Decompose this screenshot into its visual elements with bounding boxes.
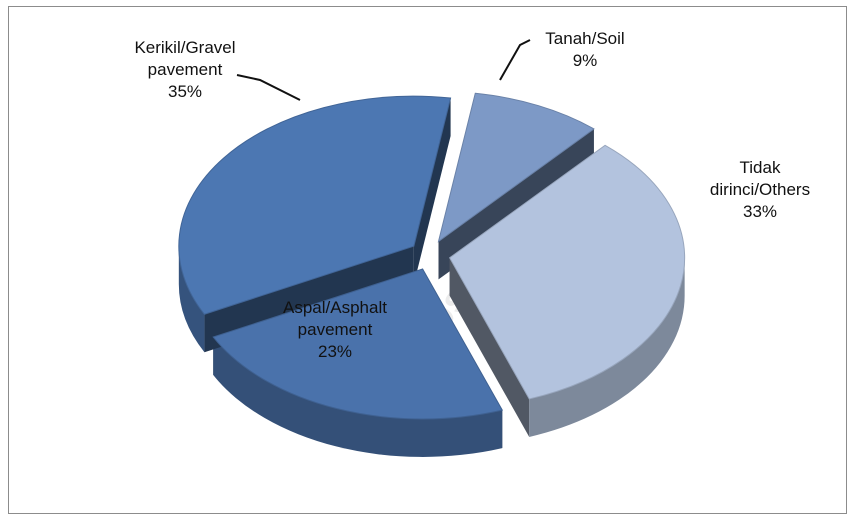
- pie-slice: [448, 144, 686, 400]
- pie-slice: [178, 95, 452, 315]
- chart-frame: [8, 6, 847, 514]
- value-label: 35%: [167, 82, 203, 101]
- pie-slice: [437, 92, 595, 243]
- slice-label: Tanah/Soil 9%: [500, 28, 670, 72]
- slice-wall: [413, 98, 451, 285]
- slice-wall: [449, 257, 530, 437]
- slice-label: Tidak dirinci/Others 33%: [700, 157, 820, 223]
- slice-edge: [213, 337, 503, 457]
- value-label: 9%: [572, 51, 598, 70]
- pie-slice: [212, 268, 504, 420]
- slice-label: Kerikil/Gravel pavement 35%: [100, 37, 270, 103]
- category-name: Tidak dirinci/Others: [709, 158, 811, 199]
- slice-label: Aspal/Asphalt pavement 23%: [260, 297, 410, 363]
- slice-edge: [529, 257, 685, 437]
- leader-line: [499, 39, 531, 81]
- category-name: Aspal/Asphalt pavement: [283, 298, 387, 339]
- value-label: 33%: [742, 202, 778, 221]
- category-name: Tanah/Soil: [545, 29, 625, 48]
- value-label: 23%: [317, 342, 353, 361]
- leader-line: [236, 74, 301, 101]
- slice-edge: [178, 246, 205, 353]
- category-name: Kerikil/Gravel pavement: [134, 38, 236, 79]
